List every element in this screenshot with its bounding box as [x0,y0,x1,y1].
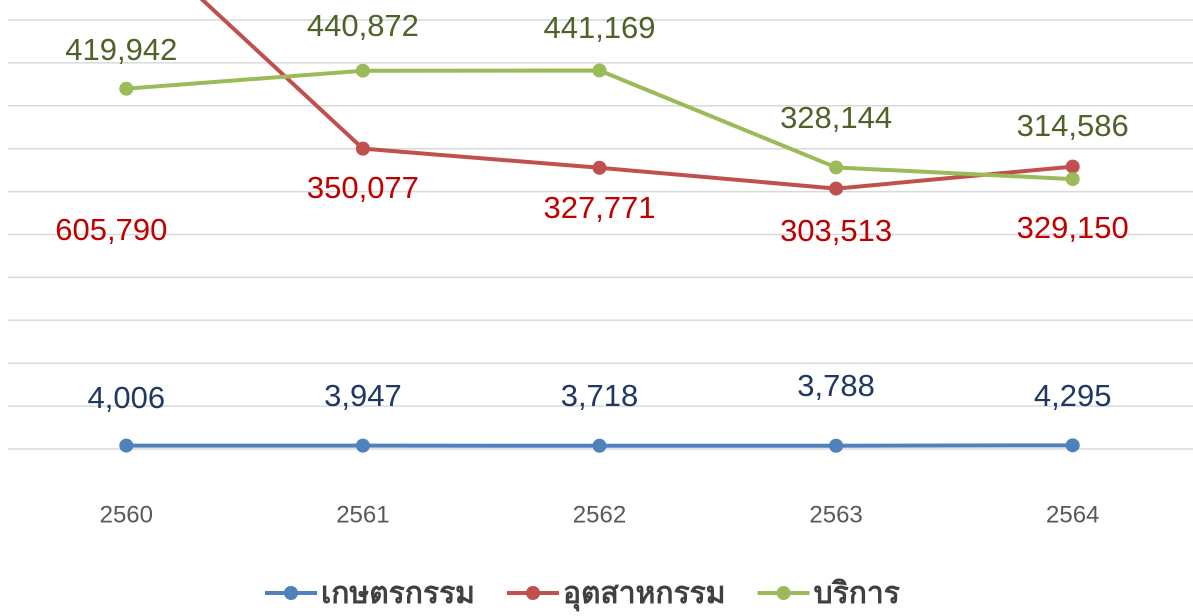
legend-marker [776,586,791,600]
data-label: 329,150 [1017,210,1129,245]
data-label: 350,077 [307,170,419,205]
x-tick-label: 2563 [809,501,862,528]
data-label: 419,942 [65,32,177,67]
legend-item: อุตสาหกรรม [506,577,726,612]
data-label: 328,144 [780,100,892,135]
point [829,160,844,175]
legend-label: เกษตรกรรม [321,577,475,610]
x-tick-label: 2562 [573,501,626,528]
legend-marker [525,586,540,600]
data-label: 440,872 [307,8,419,43]
legend-label: บริการ [814,577,900,610]
point [829,181,844,196]
data-label: 4,295 [1034,378,1112,413]
legend-item: บริการ [757,577,900,610]
x-tick-label: 2560 [100,501,153,528]
legend-item: เกษตรกรรม [265,577,475,610]
point [119,81,134,96]
data-label: 3,788 [797,368,875,403]
data-label: 3,718 [561,378,639,413]
point [355,438,370,453]
x-tick-label: 2564 [1046,501,1099,528]
legend-label: อุตสาหกรรม [563,577,726,612]
point [592,160,607,175]
point [592,63,607,78]
point [829,438,844,453]
data-label: 605,790 [55,212,167,247]
legend-marker [284,586,298,600]
point [1065,172,1080,187]
data-label: 314,586 [1017,108,1129,143]
data-label: 441,169 [543,10,655,45]
point [355,63,370,78]
data-label: 4,006 [88,380,166,415]
point [119,438,134,453]
point [1065,438,1080,453]
point [592,438,607,453]
point [355,141,370,156]
point [1065,159,1080,174]
data-label: 327,771 [543,190,655,225]
x-tick-label: 2561 [336,501,389,528]
data-label: 303,513 [780,213,892,248]
data-label: 3,947 [324,378,402,413]
